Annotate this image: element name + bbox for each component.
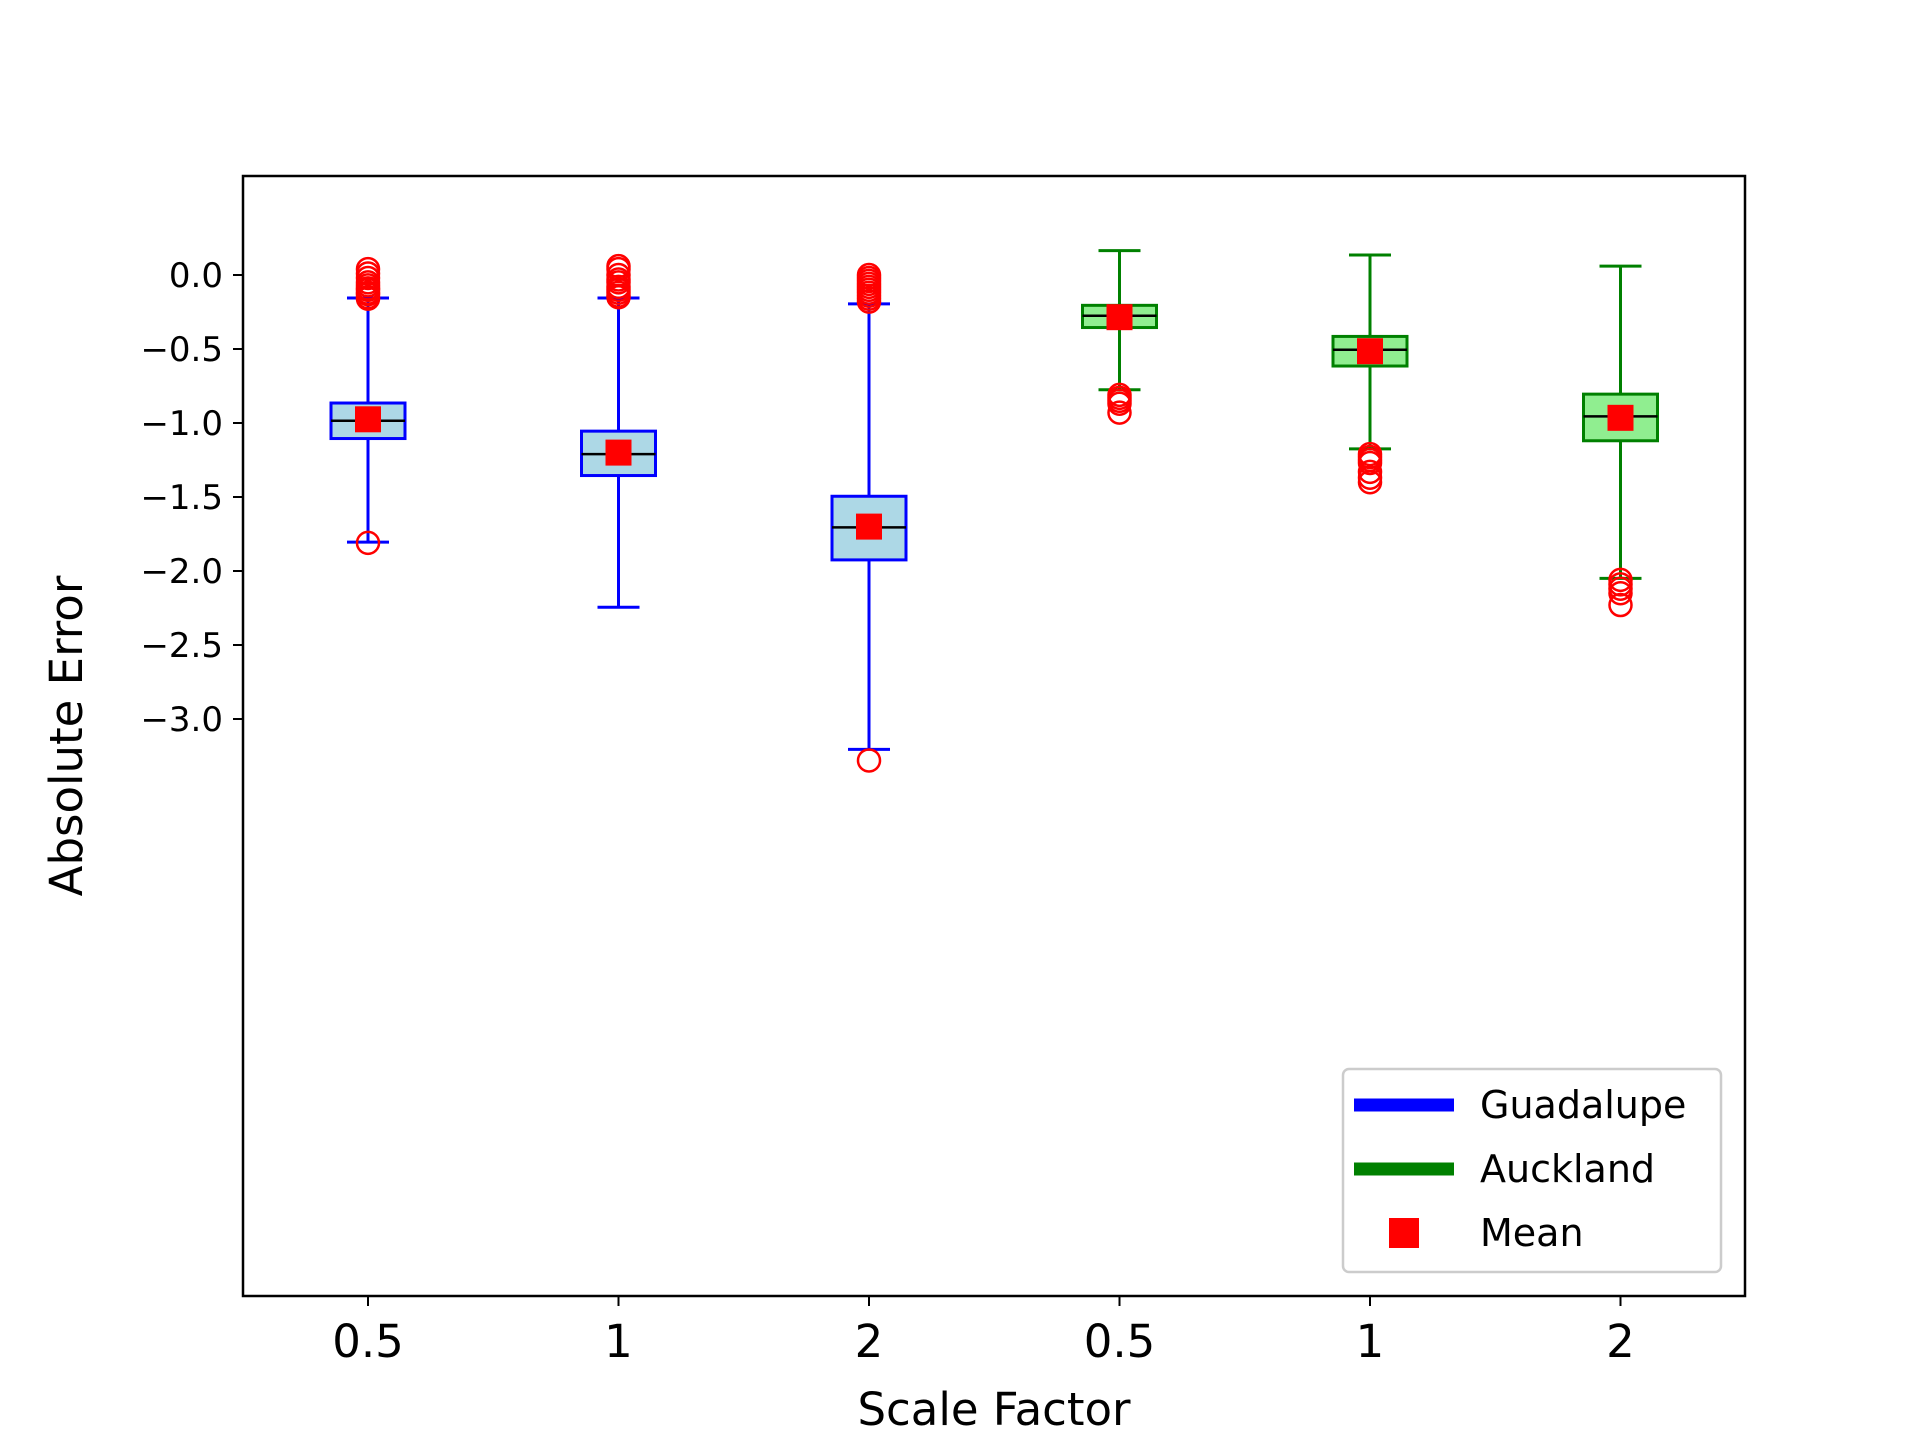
outlier-point: [856, 289, 882, 314]
mean-marker: [355, 406, 381, 433]
mean-marker: [1357, 338, 1383, 365]
x-tick-label: 1: [604, 1315, 633, 1368]
legend-box: [1341, 1067, 1723, 1274]
box-group-guadalupe-1: [580, 253, 657, 609]
x-tick-label: 2: [1606, 1315, 1635, 1368]
box-group-auckland-2: [1582, 264, 1659, 618]
y-tick-label: −3.0: [140, 700, 223, 740]
x-tick-label: 0.5: [1084, 1315, 1156, 1368]
y-tick-label: −0.5: [140, 330, 223, 370]
outlier-point: [606, 256, 631, 282]
legend-label-mean: Mean: [1480, 1211, 1584, 1255]
x-tick-label: 2: [855, 1315, 884, 1368]
outlier-point: [1357, 450, 1383, 476]
mean-marker: [1106, 304, 1133, 331]
x-tick-label: 0.5: [332, 1315, 404, 1368]
outlier-point: [355, 286, 381, 311]
y-axis-label: Absolute Error: [40, 575, 93, 896]
axes-frame: [241, 174, 1747, 1298]
outlier-point: [1357, 469, 1383, 495]
mean-marker: [1607, 404, 1634, 431]
legend-swatch-mean: [1389, 1218, 1419, 1248]
outlier-point: [355, 530, 381, 556]
box-group-auckland-1: [1331, 253, 1409, 495]
outlier-point: [1357, 459, 1383, 485]
box-group-guadalupe-2: [830, 262, 908, 773]
outlier-point: [1107, 391, 1132, 417]
legend: Guadalupe Auckland Mean: [1341, 1067, 1723, 1274]
box-group-guadalupe-0: [329, 256, 407, 556]
y-tick-label: 0.0: [169, 256, 223, 296]
outlier-point: [1608, 580, 1633, 606]
y-tick-label: −2.0: [140, 552, 223, 592]
y-tick-label: −1.0: [140, 404, 223, 444]
legend-label-guadalupe: Guadalupe: [1480, 1083, 1686, 1127]
mean-marker: [856, 513, 882, 540]
y-tick-label: −2.5: [140, 626, 223, 666]
legend-label-auckland: Auckland: [1480, 1147, 1655, 1191]
plot-area: [329, 249, 1659, 773]
axis-ticks: 0.0 −0.5 −1.0 −1.5 −2.0 −2.5 −3.0 0.5 1 2 0.5 1 2: [140, 256, 1634, 1368]
outlier-point: [606, 284, 631, 310]
mean-marker: [605, 439, 632, 466]
outlier-point: [1608, 592, 1633, 618]
outlier-point: [856, 748, 882, 773]
box-group-auckland-0: [1081, 249, 1158, 425]
x-axis-label: Scale Factor: [857, 1383, 1131, 1436]
x-tick-label: 1: [1356, 1315, 1385, 1368]
y-tick-label: −1.5: [140, 478, 223, 518]
outlier-point: [1107, 400, 1132, 425]
